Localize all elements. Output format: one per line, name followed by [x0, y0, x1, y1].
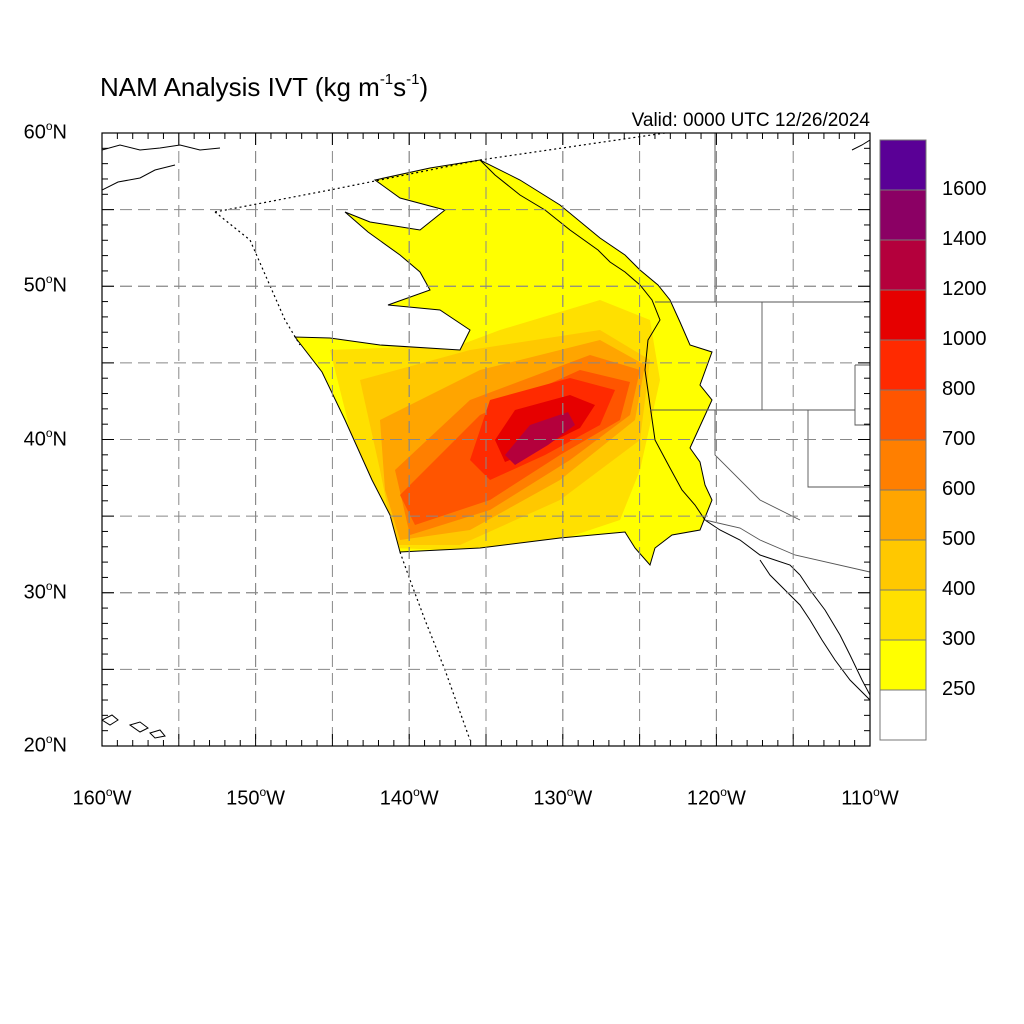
ivt-field — [295, 160, 712, 565]
borders — [650, 133, 870, 573]
longitude-label: 110oW — [841, 785, 899, 810]
colorbar-swatch — [879, 539, 927, 591]
colorbar-swatch — [879, 689, 927, 741]
colorbar-level-label: 1200 — [942, 278, 987, 300]
colorbar-level-label: 1400 — [942, 228, 987, 250]
latitude-label: 20oN — [23, 732, 67, 757]
colorbar-swatch — [879, 489, 927, 541]
colorbar-swatch — [879, 589, 927, 641]
latitude-label: 30oN — [23, 578, 67, 604]
coastlines — [102, 139, 870, 739]
colorbar-level-label: 300 — [942, 628, 976, 650]
colorbar-swatch — [879, 389, 927, 441]
colorbar-level-label: 1600 — [942, 178, 987, 200]
nam-domain-boundary — [214, 133, 666, 741]
analysis-domain-outline — [293, 159, 713, 567]
colorbar-level-label: 600 — [942, 478, 976, 500]
colorbar-swatch — [879, 439, 927, 491]
latitude-label: 60oN — [23, 119, 67, 144]
map-frame — [101, 132, 871, 747]
latitude-label: 50oN — [23, 272, 67, 297]
colorbar-swatch — [879, 139, 927, 191]
longitude-label: 160oW — [72, 785, 132, 810]
colorbar-level-label: 1000 — [942, 328, 987, 350]
axis-ticks — [101, 132, 871, 747]
longitude-label: 120oW — [686, 785, 746, 810]
colorbar-swatch — [879, 289, 927, 341]
map-title: NAM Analysis IVT (kg m-1s-1) — [100, 71, 429, 102]
colorbar-swatch — [879, 189, 927, 241]
colorbar-level-label: 800 — [942, 378, 976, 400]
colorbar-level-label: 250 — [942, 678, 976, 700]
longitude-label: 130oW — [533, 785, 593, 810]
colorbar-swatch — [879, 239, 927, 291]
colorbar-swatch — [879, 639, 927, 691]
valid-time-label: Valid: 0000 UTC 12/26/2024 — [631, 110, 870, 131]
colorbar-level-label: 700 — [942, 428, 976, 450]
longitude-label: 150oW — [226, 785, 286, 810]
graticule — [102, 133, 870, 746]
longitude-label: 140oW — [379, 785, 439, 810]
colorbar-swatch — [879, 339, 927, 391]
latitude-label: 40oN — [23, 425, 67, 451]
colorbar-level-label: 400 — [942, 578, 976, 600]
colorbar-level-label: 500 — [942, 528, 976, 550]
colorbar — [879, 139, 927, 741]
